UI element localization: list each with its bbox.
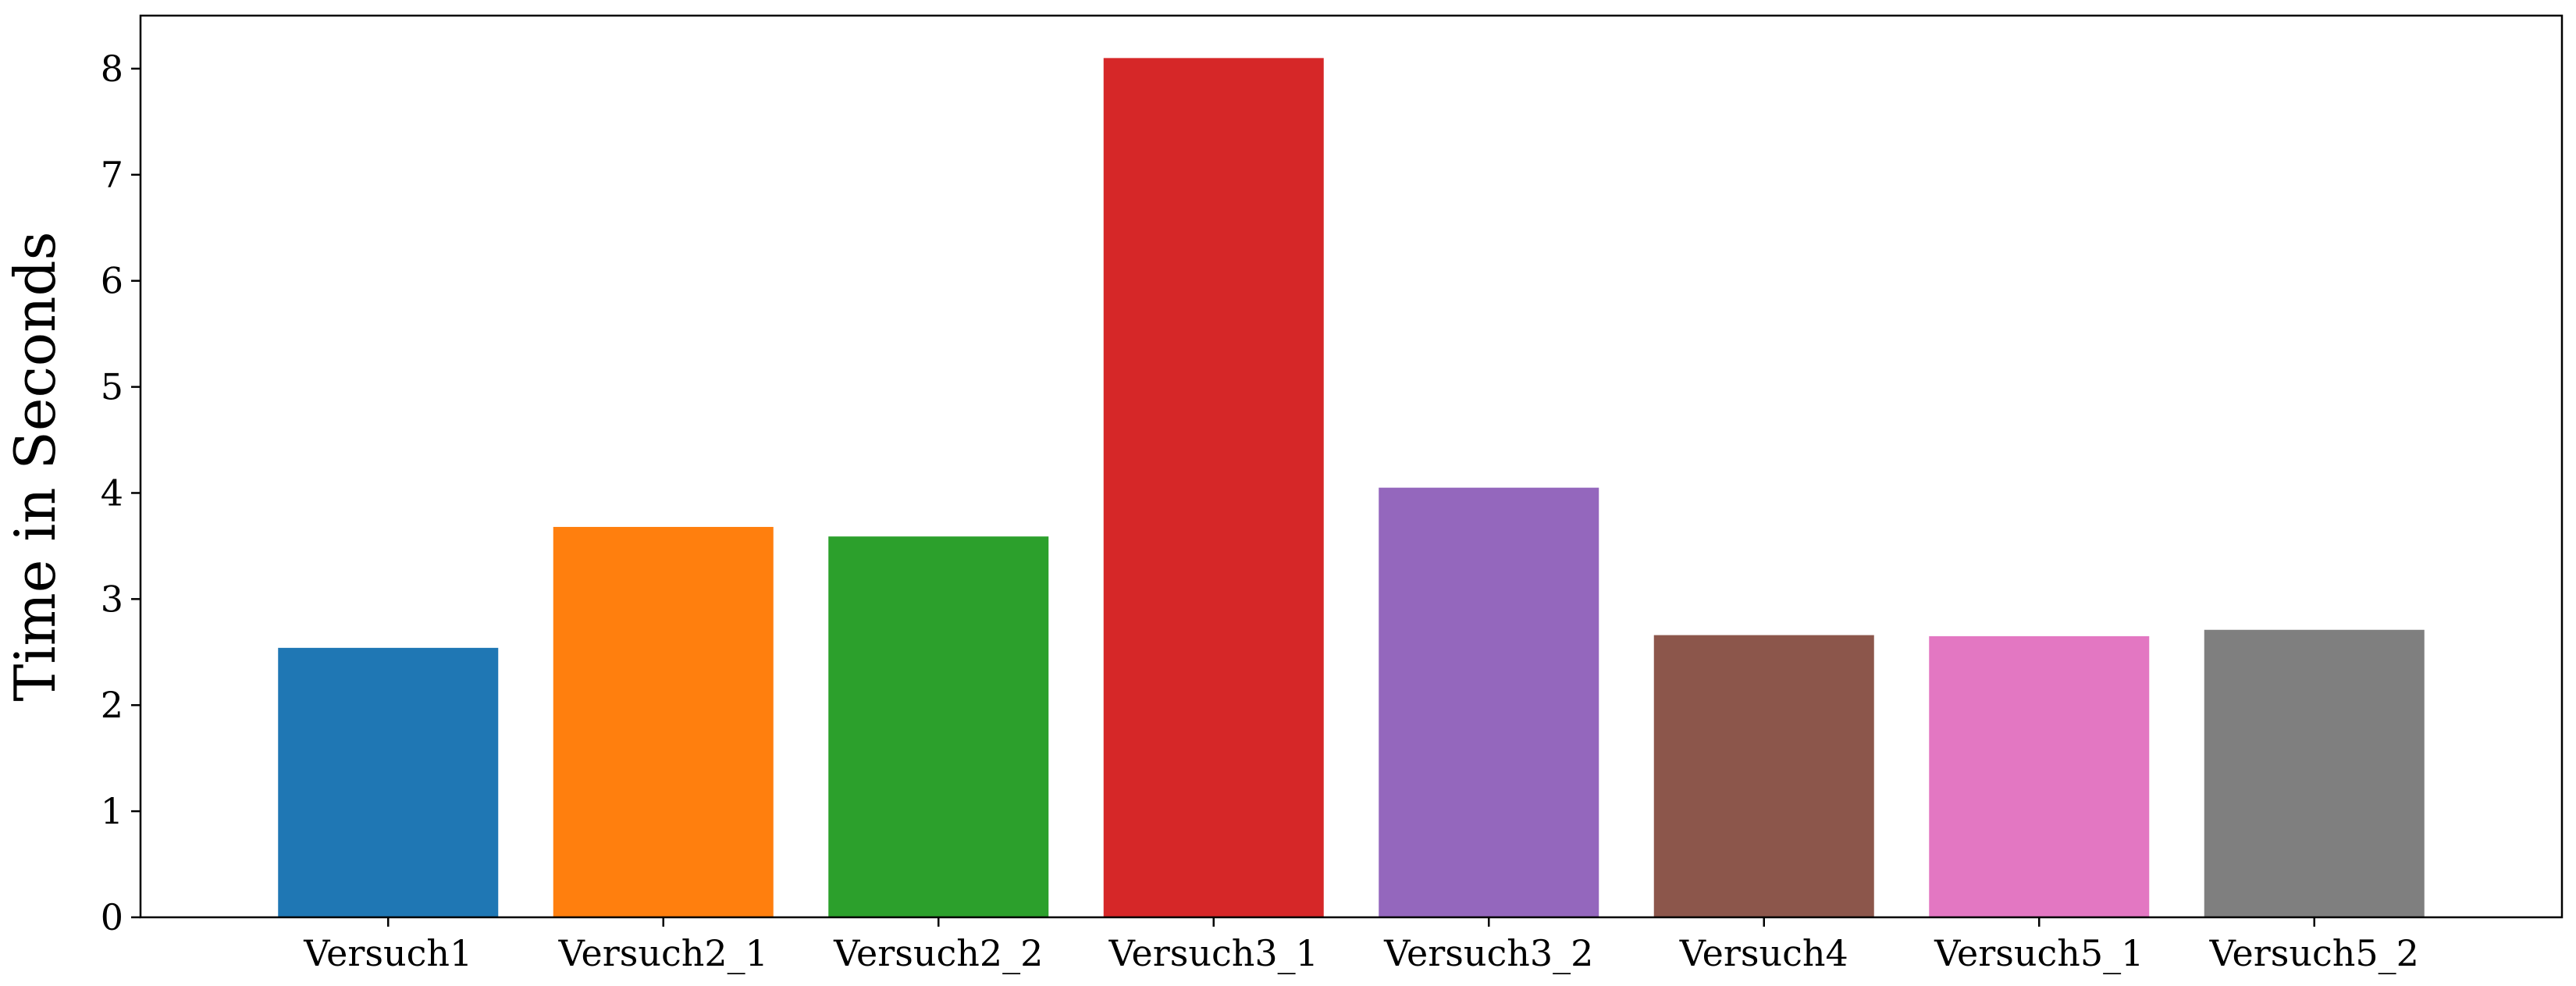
bar-versuch4	[1653, 635, 1874, 917]
y-tick-label: 5	[101, 366, 123, 408]
bars-group	[278, 58, 2425, 918]
y-tick-label: 4	[101, 472, 123, 514]
x-axis-ticks: Versuch1 Versuch2_1 Versuch2_2 Versuch3_1 Ve…	[303, 917, 2419, 974]
bar-versuch5-1	[1929, 635, 2150, 917]
bar-versuch3-1	[1103, 58, 1324, 918]
y-tick-label: 1	[101, 790, 123, 832]
bar-versuch2-2	[828, 536, 1049, 917]
y-tick-label: 6	[101, 260, 123, 302]
bar-versuch2-1	[553, 526, 774, 917]
x-tick-label: Versuch1	[303, 932, 472, 974]
x-tick-label: Versuch5_2	[2209, 932, 2419, 974]
plot-frame	[139, 14, 2564, 919]
bar-versuch3-2	[1379, 487, 1599, 917]
x-tick-label: Versuch5_1	[1934, 932, 2144, 974]
y-axis-label: Time in Seconds	[2, 231, 68, 701]
y-tick-label: 8	[101, 48, 123, 90]
y-tick-label: 2	[101, 684, 123, 726]
x-tick-label: Versuch3_2	[1383, 932, 1593, 974]
x-tick-label: Versuch3_1	[1108, 932, 1318, 974]
y-axis-ticks: 0 1 2 3 4 5 6 7 8	[101, 48, 141, 938]
bar-versuch1	[278, 647, 499, 917]
y-tick-label: 3	[101, 578, 123, 620]
x-tick-label: Versuch2_1	[558, 932, 768, 974]
x-tick-label: Versuch2_2	[833, 932, 1043, 974]
bar-versuch5-2	[2204, 629, 2425, 917]
y-tick-label: 0	[101, 896, 123, 938]
x-tick-label: Versuch4	[1679, 932, 1848, 974]
y-tick-label: 7	[101, 154, 123, 196]
